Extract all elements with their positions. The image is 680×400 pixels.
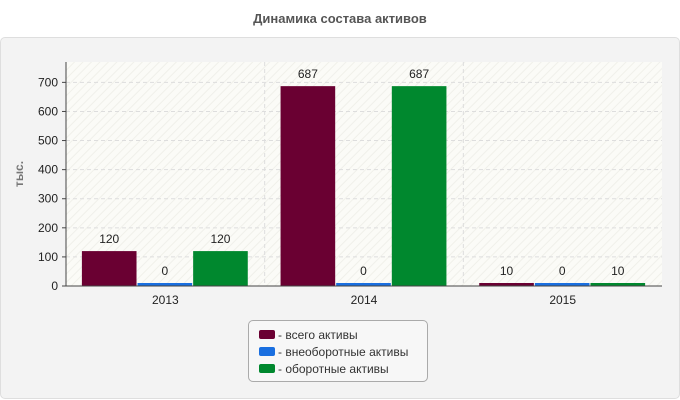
legend-swatch [259, 347, 275, 356]
plot-area [66, 62, 662, 286]
legend-swatch [259, 330, 275, 339]
bar [193, 251, 248, 286]
legend-label: - всего активы [278, 327, 358, 342]
x-tick-label: 2015 [549, 293, 576, 307]
data-label: 687 [298, 67, 318, 81]
y-axis-label: тыс. [12, 161, 26, 187]
x-tick-label: 2013 [152, 293, 179, 307]
bar [391, 86, 447, 287]
data-label: 10 [500, 264, 514, 278]
y-tick-label: 300 [38, 192, 58, 206]
data-label: 120 [99, 232, 119, 246]
legend-label: - оборотные активы [278, 361, 389, 376]
y-tick-label: 400 [38, 163, 58, 177]
bar [336, 283, 391, 286]
y-tick-label: 600 [38, 104, 58, 118]
x-tick-label: 2014 [351, 293, 378, 307]
bar [137, 283, 193, 286]
bar [81, 251, 137, 286]
bar [280, 86, 336, 287]
legend-item: - всего активы [259, 326, 427, 343]
data-label: 0 [161, 264, 168, 278]
data-label: 0 [559, 264, 566, 278]
legend-label: - внеоборотные активы [278, 344, 409, 359]
bar [479, 283, 534, 286]
data-label: 0 [360, 264, 367, 278]
data-label: 120 [210, 232, 230, 246]
data-label: 687 [409, 67, 429, 81]
y-tick-label: 700 [38, 75, 58, 89]
bar [534, 283, 590, 286]
bar [590, 283, 646, 286]
chart-title: Динамика состава активов [253, 11, 427, 26]
chart-legend: - всего активы - внеоборотные активы - обо… [248, 320, 428, 382]
y-tick-label: 500 [38, 134, 58, 148]
legend-item: - внеоборотные активы [259, 343, 427, 360]
y-tick-label: 100 [38, 250, 58, 264]
legend-item: - оборотные активы [259, 360, 427, 377]
legend-swatch [259, 364, 275, 373]
y-tick-label: 0 [51, 279, 58, 293]
data-label: 10 [611, 264, 625, 278]
y-tick-label: 200 [38, 221, 58, 235]
